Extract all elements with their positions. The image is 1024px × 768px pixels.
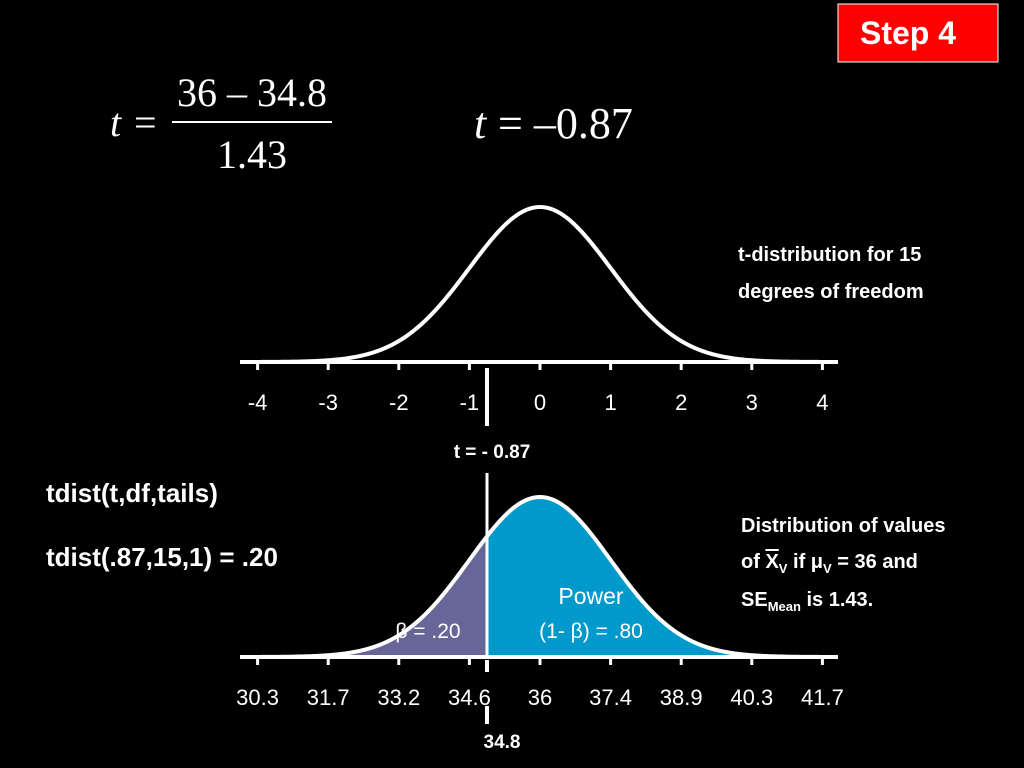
tick-label: 1 <box>604 390 616 415</box>
formula-lhs: t <box>110 100 122 145</box>
tick-label: 31.7 <box>307 685 350 710</box>
description-line: SEMean is 1.43. <box>741 589 873 614</box>
top-curve-label: degrees of freedom <box>738 281 924 303</box>
description-part: is 1.43. <box>801 589 873 611</box>
beta-area <box>240 537 487 657</box>
tick-label: 4 <box>816 390 828 415</box>
description-sub: V <box>823 561 832 576</box>
tick-label: -2 <box>389 390 409 415</box>
tick-label: 3 <box>746 390 758 415</box>
description-part: μ <box>811 551 823 573</box>
description-line: Distribution of values <box>741 515 945 537</box>
badge-text: Step 4 <box>860 15 956 51</box>
description-sub: Mean <box>768 599 801 614</box>
power-area <box>487 497 838 657</box>
formula-denominator: 1.43 <box>217 132 287 177</box>
description-part: SE <box>741 589 768 611</box>
tick-label: 2 <box>675 390 687 415</box>
result-rhs: = –0.87 <box>498 99 633 148</box>
top-curve-label: t-distribution for 15 <box>738 244 921 266</box>
curve <box>239 494 839 659</box>
tick-label: 37.4 <box>589 685 632 710</box>
tick-label: -3 <box>318 390 338 415</box>
description-part: of <box>741 551 765 573</box>
t-marker-label: t = - 0.87 <box>454 442 531 463</box>
tick-label: 36 <box>528 685 552 710</box>
formula-numerator: 36 – 34.8 <box>177 70 327 115</box>
description-part: = 36 and <box>832 551 918 573</box>
tick-label: 0 <box>534 390 546 415</box>
tick-label: 41.7 <box>801 685 844 710</box>
description-part: X <box>765 551 779 573</box>
description-line: of XV if μV = 36 and <box>741 551 918 576</box>
result-lhs: t <box>474 99 488 148</box>
power-label: Power <box>558 583 624 609</box>
description-part: if <box>787 551 810 573</box>
beta-label: β = .20 <box>395 620 460 643</box>
tdist-result: tdist(.87,15,1) = .20 <box>46 542 278 572</box>
tick-label: 33.2 <box>377 685 420 710</box>
critical-label: 34.8 <box>484 732 521 753</box>
badge-box <box>837 3 999 63</box>
tick-label: -1 <box>460 390 480 415</box>
tick-label: -4 <box>248 390 268 415</box>
power-label: (1- β) = .80 <box>539 620 643 643</box>
tick-label: 40.3 <box>730 685 773 710</box>
tick-label: 38.9 <box>660 685 703 710</box>
tick-label: 30.3 <box>236 685 279 710</box>
tick-label: 34.6 <box>448 685 491 710</box>
tdist-syntax: tdist(t,df,tails) <box>46 478 218 508</box>
description-sub: V <box>779 561 788 576</box>
curve <box>239 204 839 364</box>
formula-equals: = <box>134 100 157 145</box>
bottom-curve: 30.3 31.7 33.2 34.6 36 37.4 38.9 40.3 41.7 <box>236 494 844 710</box>
top-curve: -4 -3 -2 -1 0 1 2 3 4 <box>239 204 839 415</box>
